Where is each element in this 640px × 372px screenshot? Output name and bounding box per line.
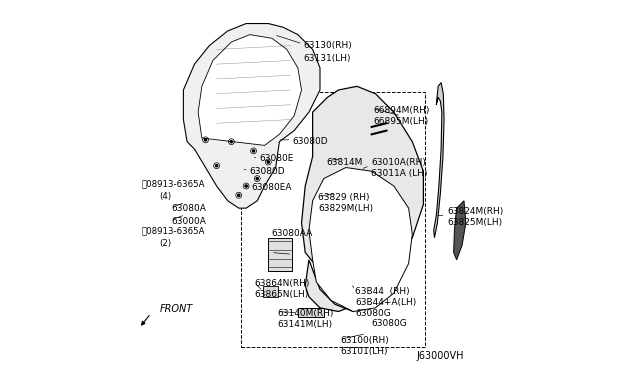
Text: 63824M(RH): 63824M(RH) bbox=[447, 207, 504, 217]
Text: 63829M(LH): 63829M(LH) bbox=[318, 203, 373, 213]
FancyBboxPatch shape bbox=[263, 286, 278, 297]
Text: 63080G: 63080G bbox=[355, 309, 391, 318]
Text: ⓝ08913-6365A: ⓝ08913-6365A bbox=[142, 180, 205, 189]
PathPatch shape bbox=[184, 23, 320, 208]
Text: 63864N(RH): 63864N(RH) bbox=[254, 279, 310, 288]
Text: 66894M(RH): 66894M(RH) bbox=[374, 106, 430, 115]
Circle shape bbox=[216, 164, 218, 167]
Text: 63011A (LH): 63011A (LH) bbox=[371, 169, 428, 177]
PathPatch shape bbox=[309, 167, 412, 311]
Text: 63825M(LH): 63825M(LH) bbox=[447, 218, 502, 227]
Text: 63000A: 63000A bbox=[172, 217, 207, 225]
Circle shape bbox=[230, 141, 232, 143]
Text: ⓝ08913-6365A: ⓝ08913-6365A bbox=[142, 227, 205, 235]
Text: 63100(RH): 63100(RH) bbox=[340, 336, 389, 345]
Text: 63101(LH): 63101(LH) bbox=[340, 347, 388, 356]
Text: 63B44  (RH): 63B44 (RH) bbox=[355, 287, 410, 296]
Text: J63000VH: J63000VH bbox=[417, 352, 464, 361]
Text: 63140M(RH): 63140M(RH) bbox=[278, 309, 334, 318]
Circle shape bbox=[245, 185, 247, 187]
Text: 63814M: 63814M bbox=[326, 157, 363, 167]
Text: 66895M(LH): 66895M(LH) bbox=[374, 117, 429, 126]
Text: 63010A(RH): 63010A(RH) bbox=[371, 157, 426, 167]
Text: (2): (2) bbox=[159, 239, 172, 248]
Text: 63080D: 63080D bbox=[292, 137, 328, 146]
FancyBboxPatch shape bbox=[268, 238, 292, 271]
Circle shape bbox=[268, 161, 269, 163]
Text: 63141M(LH): 63141M(LH) bbox=[278, 320, 333, 329]
Text: 63080D: 63080D bbox=[249, 167, 285, 176]
Text: 63080A: 63080A bbox=[172, 203, 207, 213]
Text: 63865N(LH): 63865N(LH) bbox=[254, 291, 308, 299]
Text: 63080AA: 63080AA bbox=[271, 230, 312, 238]
Circle shape bbox=[237, 194, 240, 196]
Circle shape bbox=[252, 150, 255, 152]
Text: 63080EA: 63080EA bbox=[252, 183, 292, 192]
Text: 63829 (RH): 63829 (RH) bbox=[318, 193, 370, 202]
Text: FRONT: FRONT bbox=[159, 304, 193, 314]
Text: 63130(RH): 63130(RH) bbox=[303, 41, 352, 50]
FancyBboxPatch shape bbox=[298, 308, 324, 317]
Text: 63080G: 63080G bbox=[371, 319, 406, 328]
PathPatch shape bbox=[198, 35, 301, 145]
PathPatch shape bbox=[434, 83, 444, 238]
Text: 63131(LH): 63131(LH) bbox=[303, 54, 351, 63]
Circle shape bbox=[256, 177, 259, 180]
Text: 63080E: 63080E bbox=[259, 154, 294, 163]
Circle shape bbox=[204, 139, 207, 141]
PathPatch shape bbox=[301, 86, 424, 311]
PathPatch shape bbox=[454, 201, 466, 260]
Text: (4): (4) bbox=[159, 192, 172, 201]
Text: 63B44+A(LH): 63B44+A(LH) bbox=[355, 298, 417, 307]
